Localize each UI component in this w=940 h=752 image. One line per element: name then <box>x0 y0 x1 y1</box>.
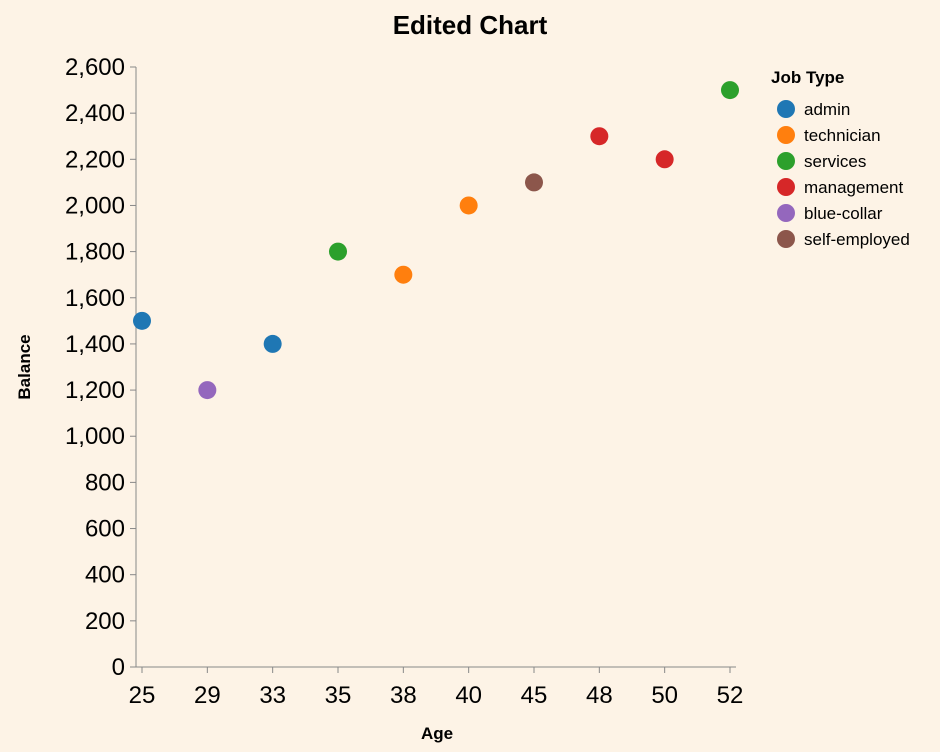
y-tick-label: 400 <box>85 562 125 589</box>
legend-swatch <box>777 152 795 170</box>
legend-label: technician <box>804 126 881 145</box>
data-point <box>133 311 151 330</box>
data-point <box>721 81 739 100</box>
legend-label: management <box>804 178 904 197</box>
y-tick-label: 600 <box>85 516 125 543</box>
legend-swatch <box>777 100 795 118</box>
y-tick-label: 0 <box>112 654 125 681</box>
y-tick-label: 1,800 <box>65 239 125 266</box>
x-axis-title: Age <box>421 724 453 743</box>
legend-label: admin <box>804 100 850 119</box>
y-tick-label: 200 <box>85 608 125 635</box>
x-tick-label: 52 <box>717 682 744 709</box>
legend-label: blue-collar <box>804 204 883 223</box>
legend-title: Job Type <box>771 68 844 87</box>
y-axis-title: Balance <box>15 334 34 399</box>
x-tick-label: 35 <box>325 682 352 709</box>
x-tick-label: 48 <box>586 682 613 709</box>
data-point <box>263 334 282 353</box>
y-tick-label: 2,000 <box>65 192 125 219</box>
y-tick-label: 800 <box>85 469 125 496</box>
y-tick-label: 1,600 <box>65 285 125 312</box>
data-point <box>525 173 543 192</box>
data-point <box>329 242 347 261</box>
legend-label: services <box>804 152 866 171</box>
data-point <box>590 127 609 146</box>
chart-title: Edited Chart <box>393 10 548 40</box>
legend: Job Type admin technician services manageme… <box>771 68 910 249</box>
legend-swatch <box>777 230 795 248</box>
y-tick-label: 2,600 <box>65 54 125 81</box>
data-point <box>394 265 413 284</box>
data-point <box>655 150 674 169</box>
x-tick-label: 33 <box>259 682 286 709</box>
x-tick-label: 45 <box>521 682 548 709</box>
legend-swatch <box>777 126 795 144</box>
data-point <box>459 196 478 215</box>
y-tick-label: 2,400 <box>65 100 125 127</box>
y-tick-label: 2,200 <box>65 146 125 173</box>
x-tick-label: 29 <box>194 682 221 709</box>
x-tick-label: 40 <box>455 682 482 709</box>
legend-swatch <box>777 204 795 222</box>
data-points <box>133 81 739 400</box>
x-axis: 25 29 33 35 38 40 45 48 50 52 <box>129 666 744 709</box>
y-tick-label: 1,400 <box>65 331 125 358</box>
y-tick-label: 1,200 <box>65 377 125 404</box>
legend-swatch <box>777 178 795 196</box>
y-axis: 0 200 400 600 800 1,000 1,200 1,400 1,600 1,800 2,… <box>65 54 137 681</box>
x-tick-label: 38 <box>390 682 417 709</box>
y-tick-label: 1,000 <box>65 423 125 450</box>
data-point <box>198 381 217 400</box>
x-tick-label: 50 <box>651 682 678 709</box>
x-tick-label: 25 <box>129 682 156 709</box>
legend-label: self-employed <box>804 230 910 249</box>
